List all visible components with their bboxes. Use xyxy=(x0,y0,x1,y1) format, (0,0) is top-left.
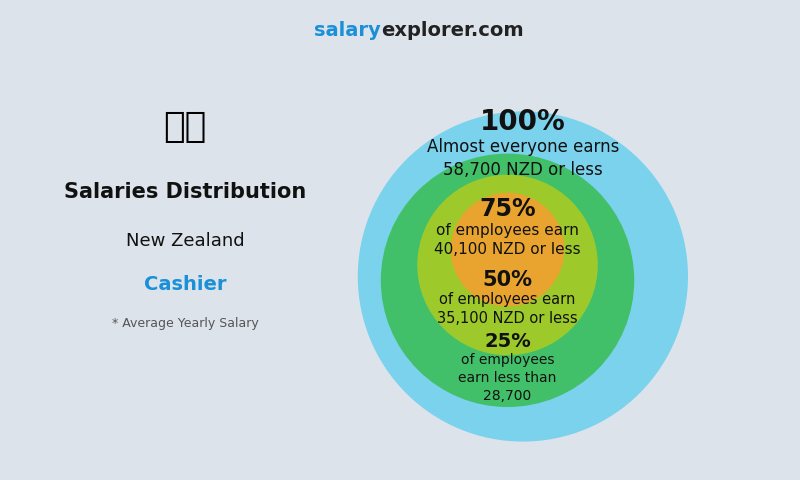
Text: 50%: 50% xyxy=(482,270,533,290)
Text: of employees earn
35,100 NZD or less: of employees earn 35,100 NZD or less xyxy=(438,292,578,326)
Text: 100%: 100% xyxy=(480,108,566,136)
Text: New Zealand: New Zealand xyxy=(126,232,244,251)
Text: salary: salary xyxy=(314,21,381,40)
Text: Cashier: Cashier xyxy=(144,275,226,294)
Circle shape xyxy=(381,154,634,407)
Circle shape xyxy=(358,111,688,442)
Text: Salaries Distribution: Salaries Distribution xyxy=(64,182,306,203)
Text: Almost everyone earns
58,700 NZD or less: Almost everyone earns 58,700 NZD or less xyxy=(426,138,619,179)
Text: 75%: 75% xyxy=(479,197,536,221)
Text: 25%: 25% xyxy=(484,332,531,351)
Text: 🇳🇿: 🇳🇿 xyxy=(163,110,206,144)
Circle shape xyxy=(450,193,564,306)
Text: of employees
earn less than
28,700: of employees earn less than 28,700 xyxy=(458,353,557,403)
Text: of employees earn
40,100 NZD or less: of employees earn 40,100 NZD or less xyxy=(434,223,581,257)
Text: explorer.com: explorer.com xyxy=(381,21,523,40)
Circle shape xyxy=(418,175,598,355)
Text: * Average Yearly Salary: * Average Yearly Salary xyxy=(111,317,258,330)
